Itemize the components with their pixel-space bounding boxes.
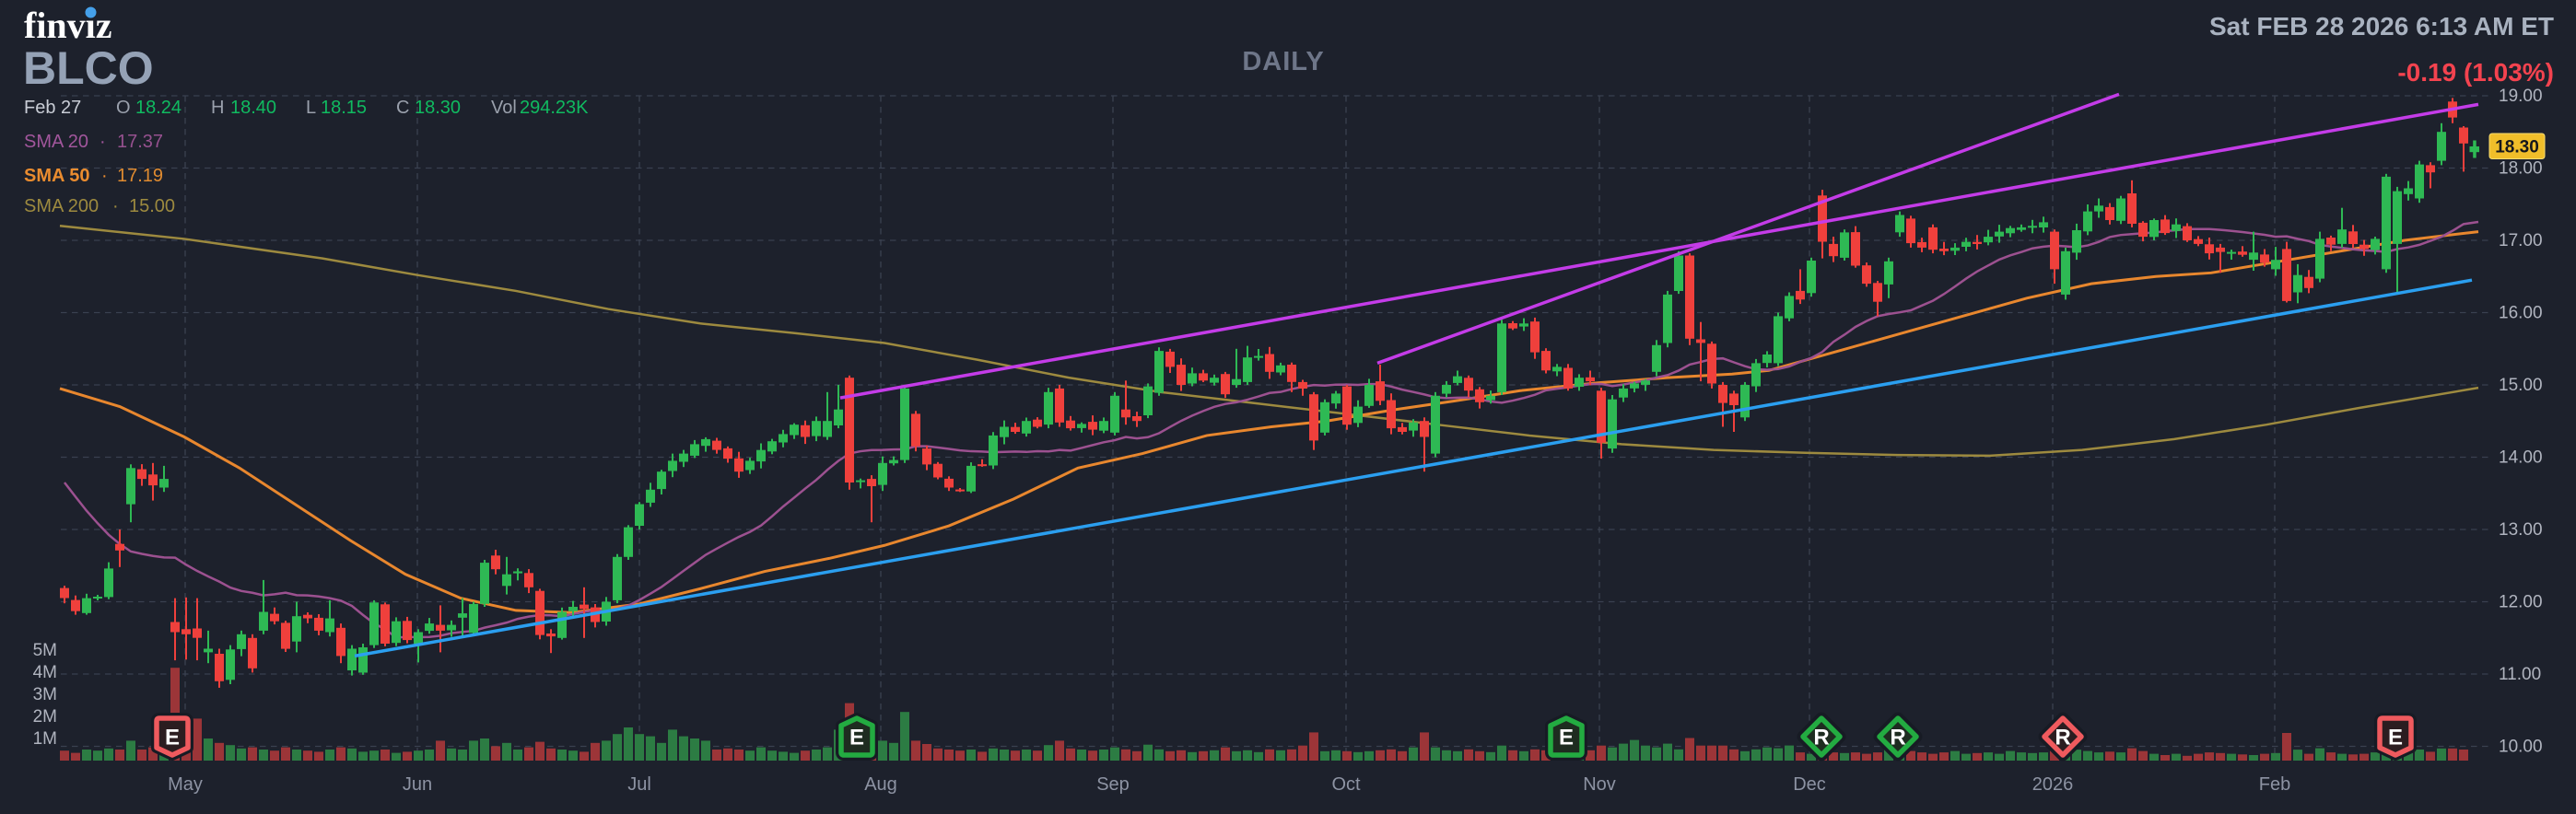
svg-text:May: May <box>168 774 203 795</box>
svg-text:17.37: 17.37 <box>117 132 163 152</box>
svg-text:Feb 27: Feb 27 <box>24 98 81 118</box>
svg-text:15.00: 15.00 <box>129 196 175 216</box>
svg-text:Vol: Vol <box>491 98 517 118</box>
svg-text:4M: 4M <box>33 663 57 682</box>
svg-text:5M: 5M <box>33 641 57 660</box>
svg-text:-0.19 (1.03%): -0.19 (1.03%) <box>2397 58 2554 87</box>
svg-text:Jul: Jul <box>627 774 651 795</box>
svg-text:17.19: 17.19 <box>117 166 163 186</box>
svg-text:15.00: 15.00 <box>2499 376 2543 395</box>
svg-text:18.24: 18.24 <box>135 98 181 118</box>
svg-text:18.30: 18.30 <box>2495 138 2539 157</box>
svg-text:·: · <box>101 166 108 186</box>
svg-text:18.30: 18.30 <box>415 98 461 118</box>
svg-text:SMA 20: SMA 20 <box>24 132 88 152</box>
svg-text:C: C <box>396 98 409 118</box>
svg-text:18.40: 18.40 <box>230 98 276 118</box>
svg-text:R: R <box>2055 726 2070 750</box>
svg-text:L: L <box>306 98 316 118</box>
svg-text:Feb: Feb <box>2259 774 2290 795</box>
svg-text:BLCO: BLCO <box>23 42 154 94</box>
svg-text:1M: 1M <box>33 729 57 749</box>
svg-text:14.00: 14.00 <box>2499 448 2543 468</box>
svg-text:Sat FEB 28 2026 6:13 AM ET: Sat FEB 28 2026 6:13 AM ET <box>2209 12 2554 41</box>
svg-text:2M: 2M <box>33 707 57 727</box>
svg-text:10.00: 10.00 <box>2499 738 2543 757</box>
svg-text:Oct: Oct <box>1331 774 1361 795</box>
svg-text:R: R <box>1890 726 1905 750</box>
svg-text:·: · <box>112 196 119 216</box>
svg-text:Nov: Nov <box>1583 774 1616 795</box>
svg-text:DAILY: DAILY <box>1242 47 1324 76</box>
svg-text:11.00: 11.00 <box>2499 665 2541 684</box>
svg-text:Sep: Sep <box>1096 774 1130 795</box>
svg-text:finvız: finvız <box>24 5 112 46</box>
svg-text:·: · <box>100 132 106 152</box>
svg-text:E: E <box>2388 726 2403 750</box>
svg-text:294.23K: 294.23K <box>520 98 589 118</box>
svg-text:Dec: Dec <box>1793 774 1826 795</box>
svg-text:E: E <box>1559 726 1574 750</box>
svg-text:17.00: 17.00 <box>2499 231 2543 250</box>
svg-text:SMA 50: SMA 50 <box>24 166 90 186</box>
svg-text:18.00: 18.00 <box>2499 159 2543 179</box>
svg-text:12.00: 12.00 <box>2499 593 2543 612</box>
svg-text:E: E <box>165 726 180 750</box>
svg-text:13.00: 13.00 <box>2499 520 2543 540</box>
svg-text:16.00: 16.00 <box>2499 304 2543 323</box>
svg-text:O: O <box>116 98 131 118</box>
svg-text:3M: 3M <box>33 685 57 704</box>
svg-text:Jun: Jun <box>403 774 432 795</box>
svg-text:R: R <box>1813 726 1829 750</box>
svg-text:19.00: 19.00 <box>2499 87 2543 106</box>
svg-text:2026: 2026 <box>2032 774 2074 795</box>
svg-text:18.15: 18.15 <box>321 98 367 118</box>
svg-text:H: H <box>211 98 224 118</box>
svg-text:SMA 200: SMA 200 <box>24 196 99 216</box>
svg-text:E: E <box>849 726 864 750</box>
svg-text:Aug: Aug <box>864 774 897 795</box>
